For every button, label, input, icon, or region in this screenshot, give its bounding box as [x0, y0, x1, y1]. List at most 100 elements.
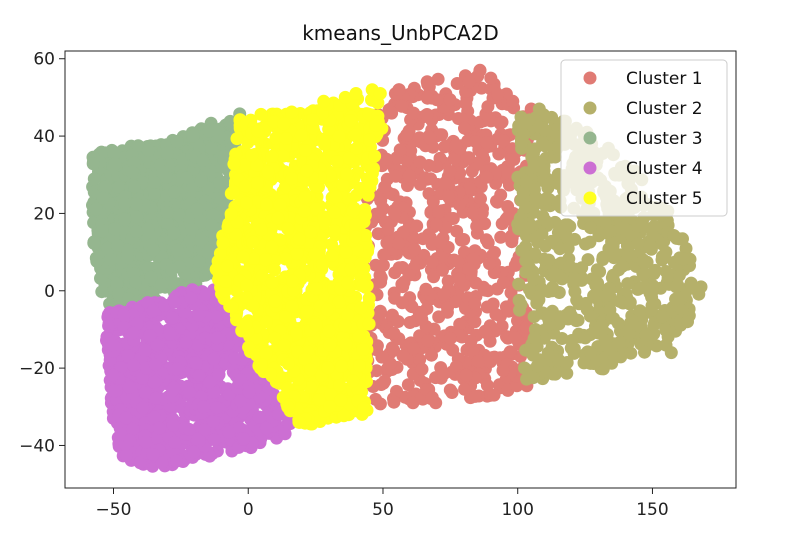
data-point — [459, 368, 473, 382]
data-point — [317, 94, 331, 108]
data-point — [443, 383, 457, 397]
data-point — [669, 280, 683, 294]
data-point — [528, 331, 541, 345]
data-point — [373, 87, 387, 100]
data-point — [106, 338, 120, 352]
data-point — [468, 297, 482, 311]
data-point — [153, 421, 166, 435]
data-point — [376, 258, 390, 272]
data-point — [480, 136, 494, 149]
data-point — [442, 190, 456, 204]
data-point — [437, 367, 450, 381]
data-point — [489, 307, 503, 321]
data-point — [675, 304, 689, 318]
data-point — [194, 174, 208, 188]
data-point — [117, 308, 131, 322]
data-point — [192, 308, 206, 322]
data-point — [129, 225, 143, 238]
data-point — [285, 105, 299, 119]
data-point — [392, 237, 406, 250]
data-point — [189, 356, 203, 370]
data-point — [323, 400, 337, 414]
data-point — [451, 255, 465, 269]
data-point — [378, 374, 392, 388]
data-point — [297, 204, 311, 218]
data-point — [346, 374, 360, 388]
data-point — [273, 198, 287, 212]
data-point — [139, 435, 153, 449]
data-point — [584, 346, 598, 360]
data-point — [380, 152, 394, 166]
data-point — [373, 397, 387, 411]
legend-label: Cluster 5 — [626, 189, 703, 209]
data-point — [407, 342, 421, 355]
data-point — [212, 368, 226, 382]
data-point — [500, 211, 514, 225]
data-point — [385, 106, 399, 120]
data-point — [141, 143, 155, 157]
data-point — [645, 282, 659, 296]
data-point — [163, 327, 177, 341]
data-point — [340, 167, 354, 181]
data-point — [87, 236, 101, 250]
data-point — [503, 345, 517, 359]
data-point — [107, 384, 121, 398]
data-point — [237, 432, 251, 446]
data-point — [407, 106, 421, 120]
data-point — [339, 245, 353, 259]
data-point — [309, 282, 323, 295]
data-point — [529, 190, 543, 204]
data-point — [118, 212, 132, 226]
data-point — [596, 250, 610, 264]
data-point — [354, 301, 368, 315]
data-point — [532, 120, 546, 134]
data-point — [516, 185, 530, 199]
data-point — [436, 263, 449, 277]
data-point — [220, 259, 234, 273]
data-point — [277, 117, 291, 131]
data-point — [525, 150, 539, 164]
data-point — [293, 415, 307, 429]
data-point — [388, 207, 402, 221]
legend-marker — [583, 71, 597, 85]
data-point — [530, 292, 544, 305]
data-point — [186, 129, 200, 143]
data-point — [480, 378, 494, 392]
data-point — [182, 422, 196, 436]
data-point — [371, 227, 385, 241]
data-point — [250, 176, 264, 190]
data-point — [171, 243, 185, 257]
data-point — [242, 385, 256, 399]
data-point — [427, 270, 441, 284]
data-point — [469, 135, 483, 149]
data-point — [356, 278, 370, 292]
data-point — [462, 151, 476, 165]
data-point — [389, 169, 403, 183]
data-point — [334, 393, 348, 407]
data-point — [410, 219, 424, 233]
data-point — [483, 257, 496, 271]
data-point — [390, 384, 403, 398]
x-tick-label: −50 — [96, 500, 132, 520]
data-point — [541, 217, 554, 231]
x-tick-label: 150 — [636, 500, 668, 520]
data-point — [450, 224, 464, 238]
legend-label: Cluster 3 — [626, 129, 703, 149]
data-point — [180, 171, 193, 185]
data-point — [126, 422, 140, 436]
data-point — [490, 194, 503, 208]
data-point — [553, 224, 567, 238]
data-point — [415, 362, 429, 376]
data-point — [168, 436, 182, 449]
data-point — [421, 91, 434, 105]
data-point — [225, 300, 239, 314]
data-point — [487, 388, 501, 402]
data-point — [354, 257, 368, 271]
data-point — [637, 266, 651, 280]
data-point — [286, 274, 300, 288]
data-point — [363, 180, 377, 194]
data-point — [648, 263, 662, 277]
x-tick-label: 100 — [501, 500, 533, 520]
data-point — [475, 206, 489, 220]
data-point — [522, 113, 536, 127]
